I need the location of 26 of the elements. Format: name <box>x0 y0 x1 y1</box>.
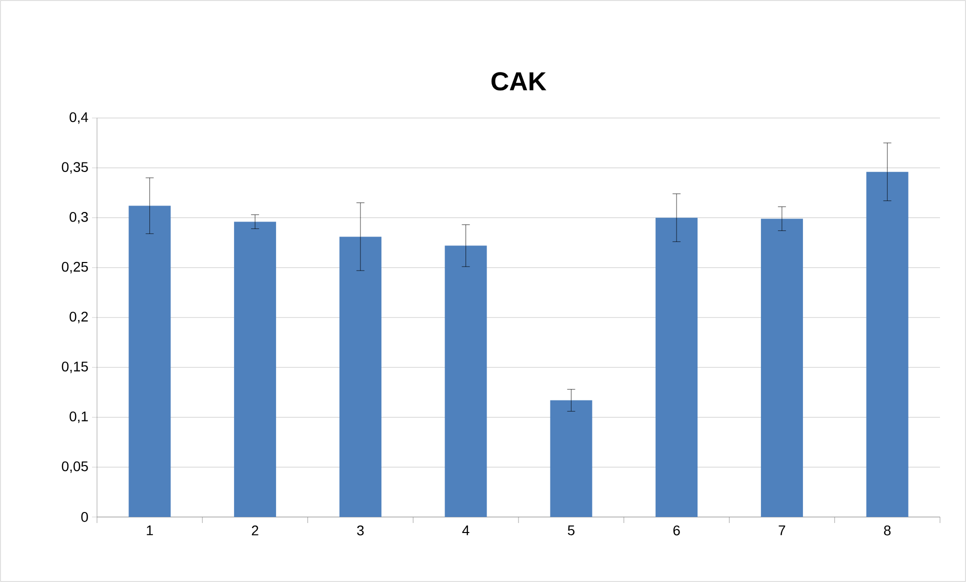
y-tick-label: 0,25 <box>62 262 88 274</box>
bar <box>760 218 803 517</box>
x-tick-label: 1 <box>146 526 153 536</box>
x-tick-label: 4 <box>462 526 470 536</box>
bar <box>128 206 171 517</box>
y-tick-label: 0,3 <box>70 212 88 224</box>
y-tick-label: 0 <box>81 512 88 522</box>
bar <box>234 222 276 517</box>
x-tick-label: 6 <box>673 526 680 536</box>
y-tick-label: 0,2 <box>70 312 88 324</box>
bar <box>444 246 487 517</box>
bar <box>656 218 698 517</box>
y-tick-label: 0,05 <box>62 461 88 473</box>
chart-title: CAK <box>492 72 546 90</box>
x-tick-label: 3 <box>357 526 364 536</box>
y-tick-label: 0,1 <box>70 411 88 424</box>
y-tick-label: 0,35 <box>62 162 88 174</box>
bar <box>339 236 382 517</box>
x-tick-label: 2 <box>252 526 258 536</box>
y-tick-label: 0,15 <box>62 362 88 374</box>
x-tick-label: 8 <box>884 526 891 536</box>
bar <box>550 400 592 517</box>
x-tick-label: 7 <box>778 526 786 536</box>
x-tick-label: 5 <box>568 526 574 536</box>
y-tick-label: 0,4 <box>70 112 88 124</box>
bar <box>866 172 908 517</box>
